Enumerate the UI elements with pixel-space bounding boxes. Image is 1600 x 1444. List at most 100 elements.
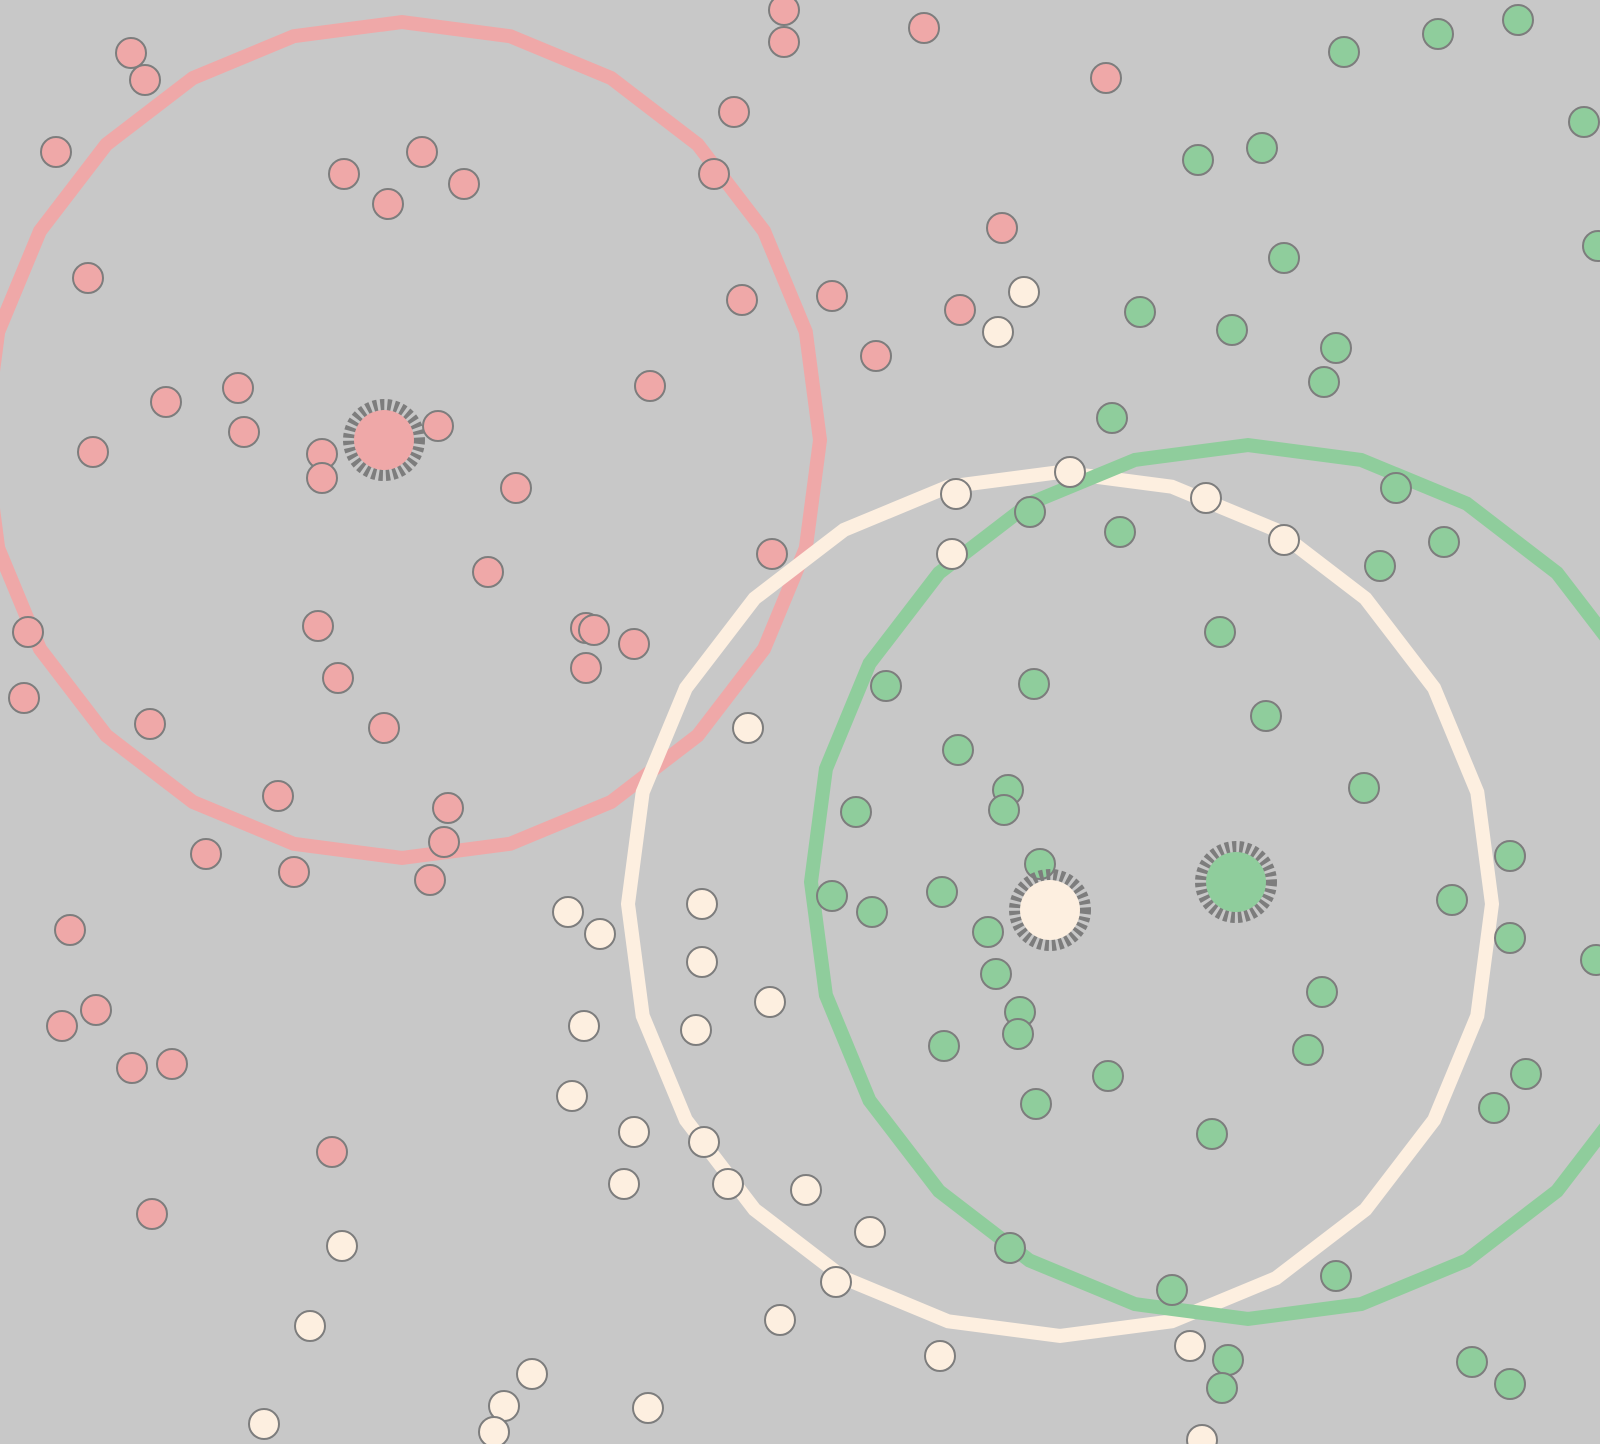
red-point [618,628,650,660]
green-point [928,1030,960,1062]
red-point [634,370,666,402]
green-point [1328,36,1360,68]
green-point [1568,106,1600,138]
cream-point [326,1230,358,1262]
cream-point [1174,1330,1206,1362]
red-point [262,780,294,812]
cream-point [552,896,584,928]
cream-point [732,712,764,744]
red-point [134,708,166,740]
green-point [1196,1118,1228,1150]
cream-point [754,986,786,1018]
red-point [129,64,161,96]
red-point [77,436,109,468]
cream-point [1186,1424,1218,1444]
red-point [302,610,334,642]
green-point [870,670,902,702]
green-cluster-center [1206,852,1266,912]
red-point [278,856,310,888]
green-point [1292,1034,1324,1066]
red-point [986,212,1018,244]
green-point [1478,1092,1510,1124]
green-point [840,796,872,828]
green-point [1104,516,1136,548]
green-point [1494,1368,1526,1400]
red-point [1090,62,1122,94]
cream-point [516,1358,548,1390]
red-point [908,12,940,44]
cream-point [940,478,972,510]
red-point [406,136,438,168]
red-point [222,372,254,404]
red-point [368,712,400,744]
red-point [718,96,750,128]
green-point [1494,840,1526,872]
cream-point [688,1126,720,1158]
green-point [1320,332,1352,364]
green-point [980,958,1012,990]
red-point [698,158,730,190]
red-point [136,1198,168,1230]
cream-point [294,1310,326,1342]
green-point [988,794,1020,826]
green-point [1582,230,1600,262]
red-point [116,1052,148,1084]
green-point [1306,976,1338,1008]
green-point [1320,1260,1352,1292]
red-point [72,262,104,294]
red-point [432,792,464,824]
red-cluster-ring [0,14,828,866]
red-point [8,682,40,714]
red-point [944,294,976,326]
green-point [1092,1060,1124,1092]
cream-point [1008,276,1040,308]
red-point [190,838,222,870]
red-point [472,556,504,588]
cream-cluster-center [1020,880,1080,940]
green-point [1456,1346,1488,1378]
red-point [156,1048,188,1080]
green-point [1246,132,1278,164]
green-point [1422,18,1454,50]
cream-point [936,538,968,570]
red-point [768,26,800,58]
green-point [1014,496,1046,528]
green-point [994,1232,1026,1264]
red-point [54,914,86,946]
cream-point [618,1116,650,1148]
data-points [8,0,1600,1444]
red-point [816,280,848,312]
cream-point [680,1014,712,1046]
red-point [578,614,610,646]
red-point [448,168,480,200]
green-point [972,916,1004,948]
green-point [1502,4,1534,36]
cream-point [982,316,1014,348]
cream-point [584,918,616,950]
red-point [316,1136,348,1168]
red-point [228,416,260,448]
green-point [1182,144,1214,176]
red-point [860,340,892,372]
green-point [816,880,848,912]
green-center-halo [1195,841,1277,923]
red-center-halo [343,399,425,481]
cream-point [608,1168,640,1200]
red-point [40,136,72,168]
green-point [1156,1274,1188,1306]
green-point [1268,242,1300,274]
red-point [115,37,147,69]
green-point [942,734,974,766]
green-point [1018,668,1050,700]
green-point [1216,314,1248,346]
cream-center-halo [1009,869,1091,951]
green-point [926,876,958,908]
green-point [1204,616,1236,648]
green-point [1494,922,1526,954]
green-point [1308,366,1340,398]
green-point [1002,1018,1034,1050]
red-point [726,284,758,316]
green-point [1124,296,1156,328]
